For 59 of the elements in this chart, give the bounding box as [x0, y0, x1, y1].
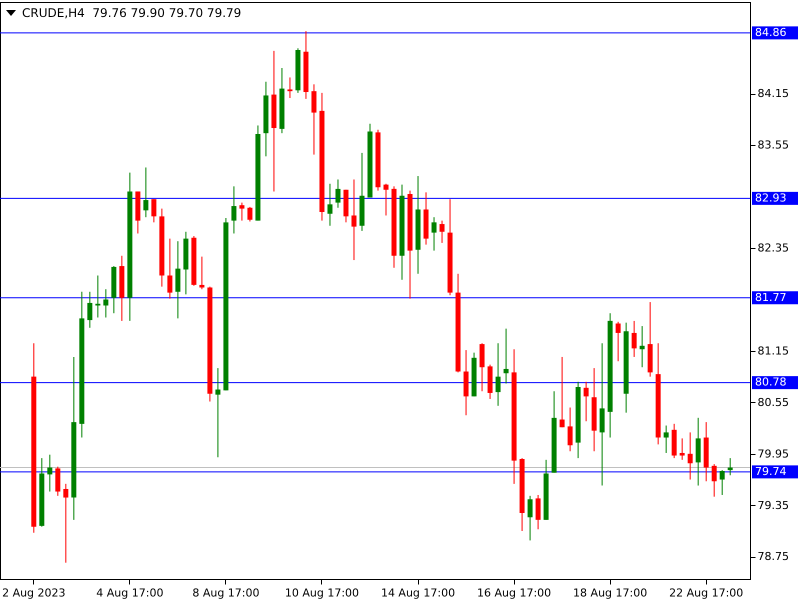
y-tick-label: 82.35 [758, 242, 789, 255]
x-tick-label: 8 Aug 17:00 [192, 586, 260, 600]
candlestick [688, 432, 693, 480]
candlestick [680, 438, 685, 460]
y-tick-label: 79.35 [758, 498, 789, 512]
candlestick [440, 220, 445, 244]
x-tick-label: 14 Aug 17:00 [380, 586, 456, 600]
candlestick [496, 342, 501, 406]
candlestick [584, 381, 589, 422]
x-tick-label: 4 Aug 17:00 [96, 586, 164, 600]
candlestick [87, 291, 92, 328]
ref-line-label: 84.86 [755, 26, 786, 39]
candlestick [231, 186, 236, 234]
x-tick-label: 16 Aug 17:00 [476, 586, 552, 600]
candlestick [327, 183, 332, 226]
ref-line-label: 81.77 [755, 290, 786, 304]
candlestick [335, 178, 340, 208]
ref-line-label: 79.74 [755, 464, 786, 478]
ref-line-label: 80.78 [755, 376, 786, 389]
candlestick [528, 495, 533, 541]
candlestick [47, 454, 52, 492]
candlestick [63, 483, 68, 564]
candlestick [247, 206, 252, 222]
candlestick [351, 178, 356, 261]
y-tick-label: 80.55 [758, 396, 789, 409]
candlestick [712, 464, 717, 498]
candlestick [480, 342, 485, 392]
x-tick-label: 22 Aug 17:00 [669, 586, 744, 600]
candlestick [143, 166, 148, 218]
y-tick-label: 81.15 [758, 344, 789, 358]
y-tick-label: 78.75 [758, 550, 789, 564]
candlestick [720, 470, 725, 496]
candlestick [504, 328, 509, 384]
candlestick [536, 494, 541, 530]
y-tick-label: 84.15 [758, 87, 789, 100]
chart-title: CRUDE,H4 79.76 79.90 79.70 79.79 [22, 6, 242, 20]
candlestick [384, 183, 388, 216]
ref-line-label: 82.93 [755, 191, 786, 204]
candlestick [632, 320, 637, 358]
candlestick [55, 466, 60, 496]
candlestick [175, 240, 180, 319]
candlestick [728, 458, 733, 476]
x-tick-label: 2 Aug 2023 [2, 586, 66, 600]
candlestick [432, 216, 437, 252]
candlestick [616, 321, 621, 362]
candlestick [560, 356, 565, 428]
candlestick [568, 407, 573, 452]
x-tick-label: 10 Aug 17:00 [284, 586, 360, 600]
candlestick [167, 238, 172, 300]
y-tick-label: 79.95 [758, 447, 789, 460]
candlestick [239, 202, 244, 222]
x-tick-label: 18 Aug 17:00 [573, 586, 648, 600]
candlestick [103, 288, 108, 318]
candlestick [664, 425, 669, 454]
candlestick [199, 256, 204, 290]
y-tick-label: 83.55 [758, 138, 789, 152]
candlestick [215, 368, 220, 458]
candlestick [151, 198, 156, 223]
candlestick [311, 84, 316, 156]
